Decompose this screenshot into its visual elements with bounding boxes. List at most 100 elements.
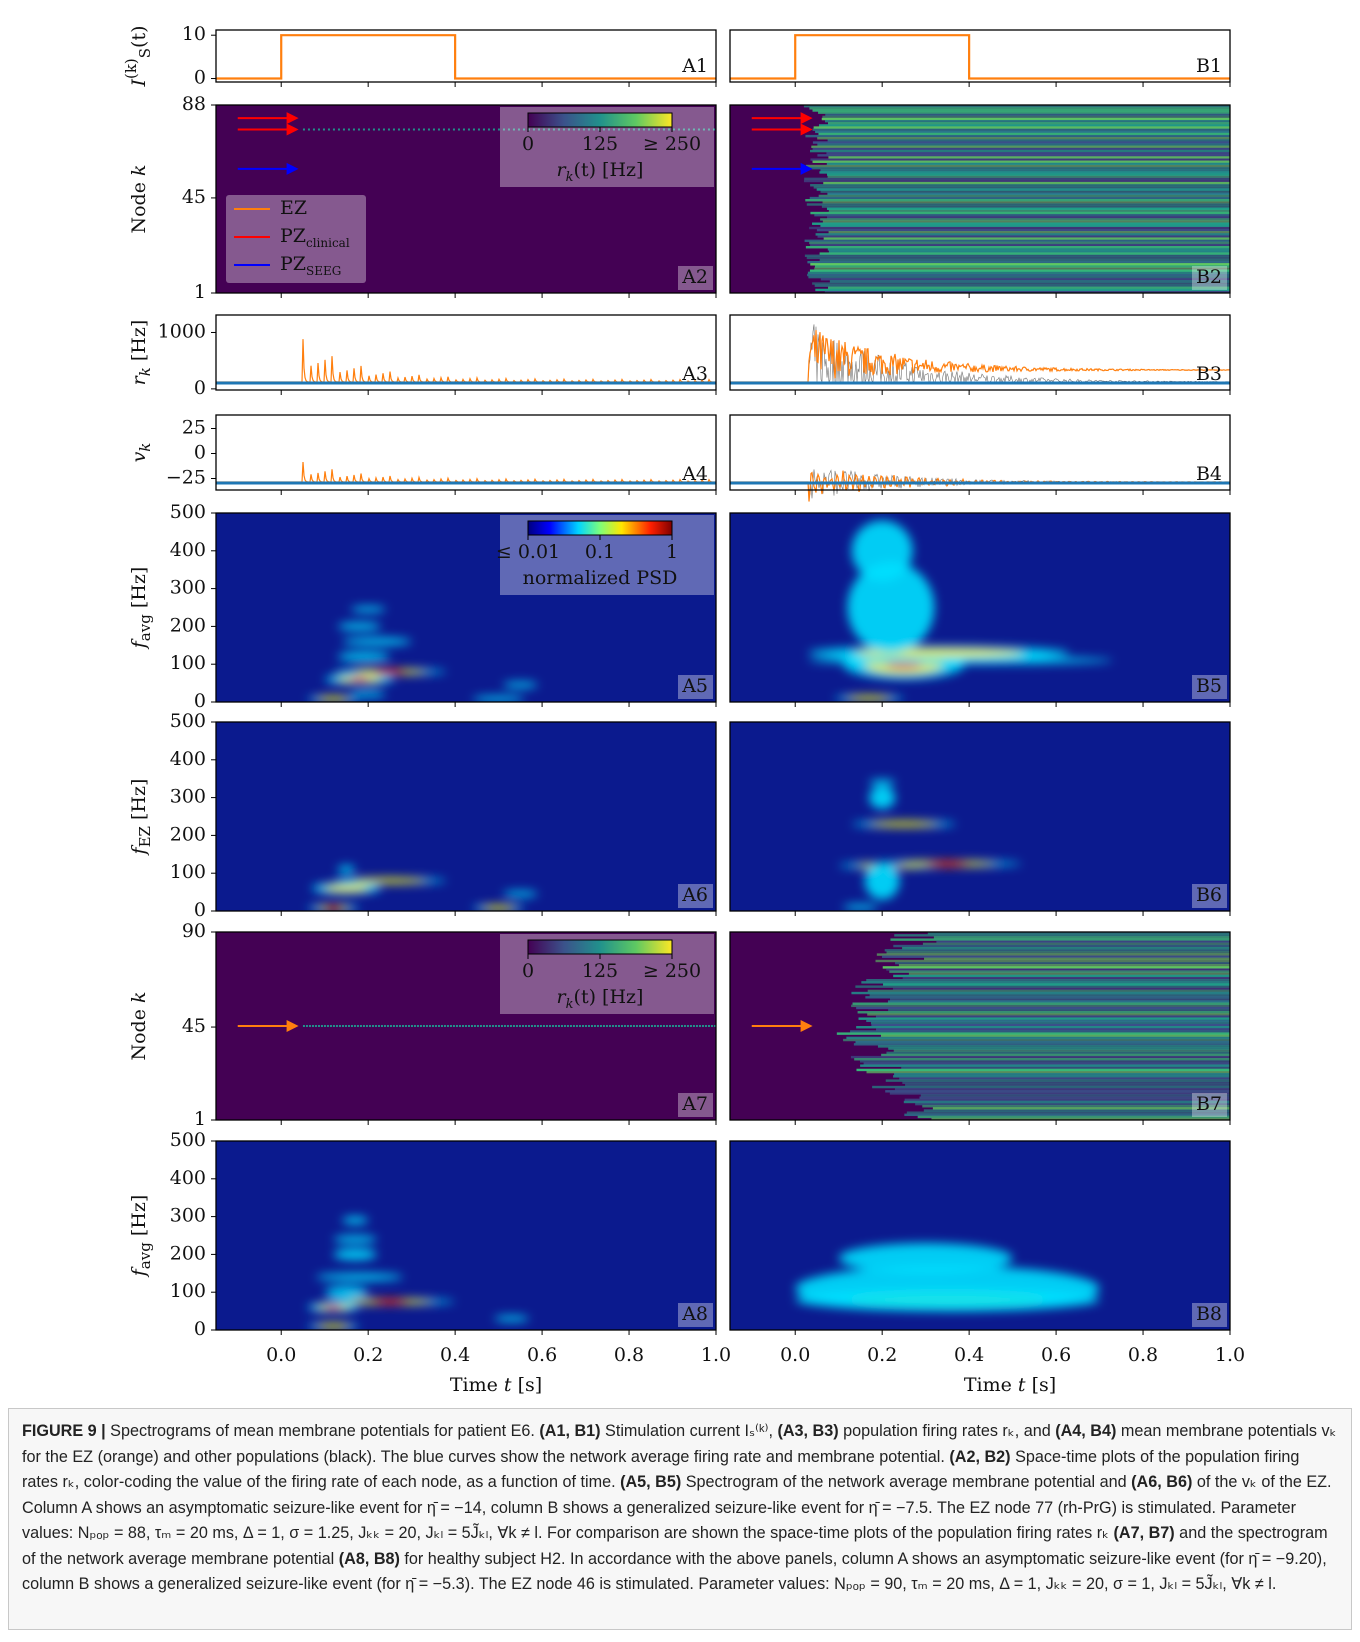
spectral-blob [851,520,913,582]
caption-segment: Stimulation current Iₛ⁽ᵏ⁾, [600,1422,778,1440]
heatmap-row-decoration [827,216,1230,219]
heatmap-row-decoration [851,991,1230,995]
caption-segment: Spectrogram of the network average membr… [681,1473,1132,1491]
trace-decoration [730,469,1231,502]
heatmap-row-decoration [807,271,1230,275]
heatmap-row-decoration [805,246,1230,249]
trace-decoration [216,461,717,483]
heatmap-row-decoration [818,132,1230,136]
panel-frame [215,721,717,912]
y-tick-label: 45 [182,186,206,208]
heatmap-row-decoration [850,1030,1230,1033]
panel-label: B6 [1196,884,1222,906]
heatmap-row-decoration [805,164,1230,168]
panel-label-bg [1192,266,1227,290]
caption-segment: (A3, B3) [777,1422,839,1440]
heatmap-row-decoration [880,1034,1230,1037]
heatmap-row-decoration [863,1062,1230,1065]
heatmap-row-decoration [858,1017,1230,1020]
colorbar-tick-label: 0 [522,133,534,155]
heatmap-row-decoration [905,1083,1230,1087]
y-tick-label: 90 [182,920,206,942]
heatmap-row-decoration [827,192,1230,196]
trace-decoration [730,324,1231,384]
legend-label: PZclinical [280,225,350,250]
trace-orange [730,330,1231,383]
spectral-blob [502,681,538,688]
y-tick-label: 500 [170,710,206,732]
y-tick-label: 400 [170,539,206,561]
heatmap-row-decoration [818,111,1230,114]
caption-segment: Spectrograms of mean membrane potentials… [105,1422,540,1440]
trace-black [730,324,1231,384]
heatmap-row-decoration [810,158,1230,161]
heatmap-row-decoration [814,213,1230,217]
panel-label: B8 [1196,1303,1222,1325]
panel-frame [729,414,1231,491]
heatmap-row-decoration [924,957,1230,961]
heatmap-row-decoration [875,959,1230,963]
y-tick-label: 1 [194,281,206,303]
x-tick-label: 0.8 [1128,1344,1158,1366]
text-part: PZ [280,253,306,275]
panel-label: A4 [681,463,708,485]
heatmap-row-decoration [857,1011,1230,1014]
heatmap-row-decoration [893,1075,1230,1078]
text-part: k [128,164,150,176]
panel-frame [729,314,1231,391]
heatmap-background [216,105,716,293]
arrow-head [800,1020,813,1032]
panel-label-bg [678,675,713,699]
heatmap-row-decoration [866,1070,1230,1074]
heatmap-row-decoration [816,228,1230,232]
heatmap-row-decoration [826,162,1230,166]
heatmap-row-decoration [813,126,1230,129]
panel-label: B4 [1196,463,1222,485]
text-part: f [128,638,150,650]
text-part: Node [128,1003,150,1061]
heatmap-row-decoration [917,1115,1230,1119]
colorbar [527,939,673,955]
text-part: (k) [122,58,140,79]
heatmap-row-decoration [870,1021,1230,1025]
heatmap-row-decoration [824,290,1230,294]
heatmap-row-decoration [888,1008,1230,1012]
y-axis-label: favg [Hz] [128,1195,154,1279]
heatmap-row-decoration [852,1002,1230,1005]
heatmap-row-decoration [815,233,1230,236]
panel-frame [215,29,717,83]
heatmap-row-decoration [827,248,1230,251]
heatmap-row-decoration [812,147,1230,151]
heatmap-row-decoration [820,218,1230,221]
y-tick-label: 1 [194,1108,206,1130]
text-part: avg [136,1242,154,1269]
heatmap-row-decoration [894,934,1230,937]
heatmap-row-decoration [936,940,1230,943]
spectral-blob [870,821,938,828]
heatmap-row-decoration [817,143,1230,146]
spectral-blob [843,904,878,911]
heatmap-row-decoration [899,1077,1230,1080]
heatmap-row-decoration [894,1087,1230,1091]
heatmap-row-decoration [818,124,1230,127]
heatmap-row-decoration [919,1096,1230,1099]
trace-orange [216,461,717,483]
text-part: I [128,79,150,88]
y-tick-label: 200 [170,614,206,636]
heatmap-row-decoration [822,201,1230,204]
heatmap-row-decoration [877,1045,1230,1048]
text-part: clinical [306,236,350,250]
caption-segment: (A1, B1) [539,1422,601,1440]
panel-label: A1 [681,55,708,77]
panel-label-bg [678,1303,713,1327]
heatmap-row-decoration [815,130,1230,134]
heatmap-row-decoration [893,1049,1230,1052]
spectral-blob [333,1248,377,1261]
spectral-blob [481,904,516,911]
panel-frame [729,104,1231,294]
trace-orange [730,470,1231,502]
colorbar-label: normalized PSD [523,567,678,589]
colorbar-tick-label: 125 [582,133,618,155]
spectral-blob [337,652,390,662]
